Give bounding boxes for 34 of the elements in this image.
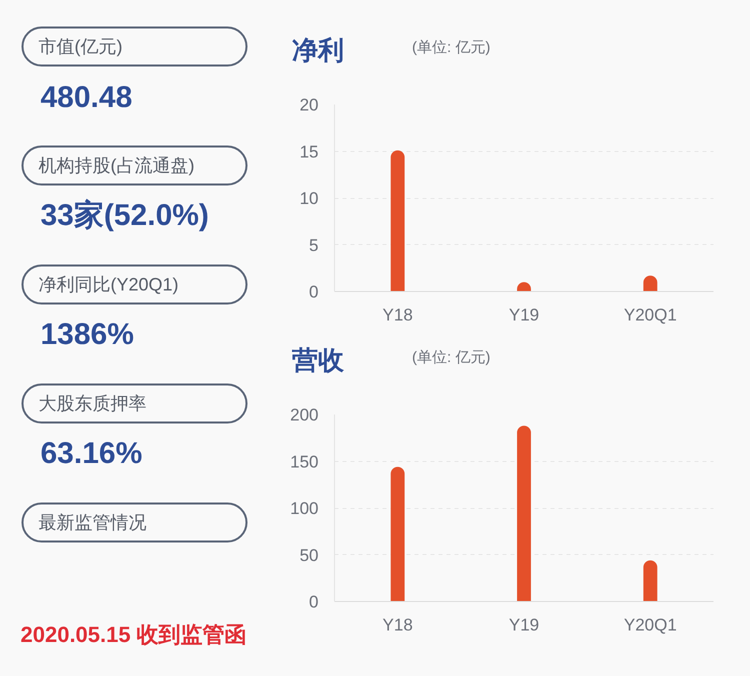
y-tick-label: 150	[290, 452, 319, 472]
text: 市值(亿元)	[38, 36, 122, 56]
bar	[390, 466, 405, 602]
y-tick-label: 5	[309, 236, 319, 255]
x-tick-label: Y19	[508, 616, 540, 634]
chart-subtitle: (单位: 亿元)	[412, 348, 490, 368]
bar	[390, 150, 405, 292]
text: 最新监管情况	[38, 512, 146, 532]
text: 大股东质押率	[38, 394, 146, 414]
y-tick-label: 200	[290, 406, 319, 424]
y-tick-label: 10	[300, 189, 319, 208]
chart-title: 净利	[292, 35, 344, 65]
text: 机构持股(占流通盘)	[38, 156, 194, 176]
text: 33家(52.0%)	[40, 198, 209, 232]
chart-title: 营收	[292, 345, 344, 375]
x-tick-label: Y18	[382, 306, 413, 324]
bar	[643, 560, 658, 602]
text: 480.48	[40, 81, 132, 114]
y-tick-label: 100	[290, 499, 319, 518]
text: 1386%	[40, 318, 134, 351]
bar	[517, 426, 531, 602]
chart-subtitle: (单位: 亿元)	[412, 38, 490, 58]
y-tick-label: 15	[300, 142, 319, 162]
y-tick-label: 0	[309, 282, 319, 302]
text: 净利同比(Y20Q1)	[38, 274, 179, 294]
x-tick-label: Y20Q1	[624, 306, 677, 324]
x-tick-label: Y20Q1	[624, 616, 677, 634]
x-tick-label: Y19	[508, 306, 540, 324]
text: 63.16%	[40, 437, 142, 470]
text: 2020.05.15 收到监管函	[20, 622, 247, 647]
y-tick-label: 0	[309, 592, 319, 612]
y-tick-label: 20	[300, 96, 319, 114]
x-tick-label: Y18	[382, 616, 413, 634]
y-tick-label: 50	[300, 546, 319, 565]
